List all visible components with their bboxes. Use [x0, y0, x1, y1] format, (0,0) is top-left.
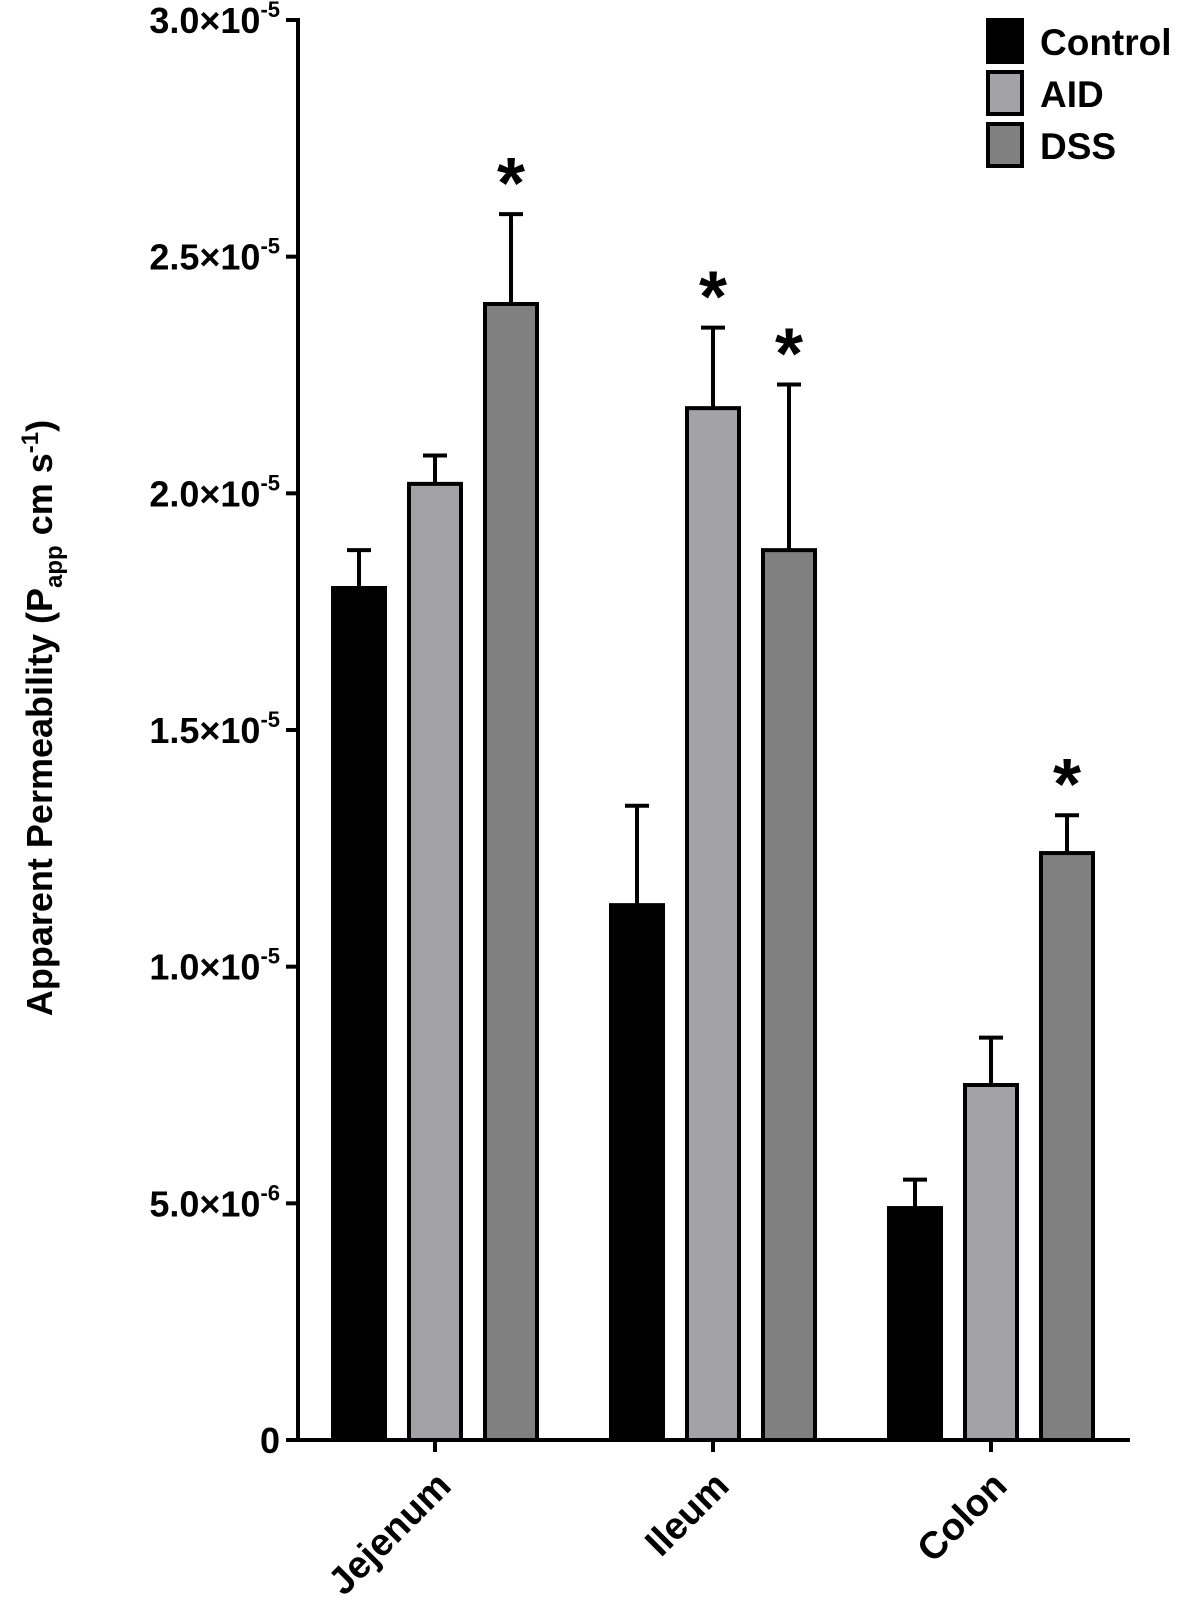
significance-marker-ileum-dss: *: [775, 314, 803, 394]
y-tick-label-base: 2.0×10: [149, 473, 260, 514]
y-tick-label: 0: [260, 1420, 280, 1461]
bars: * * * *: [331, 144, 1095, 1443]
y-axis-label: Apparent Permeability (Papp cm s-1): [17, 420, 68, 1016]
y-tick-label-base: 1.0×10: [149, 947, 260, 988]
y-tick-label: 2.5×10-5: [149, 234, 280, 278]
y-tick-label-base: 3.0×10: [149, 0, 260, 41]
y-tick-label-base: 5.0×10: [149, 1183, 260, 1224]
significance-marker-ileum-aid: *: [699, 258, 727, 338]
y-tick-label-exponent: -5: [260, 470, 280, 495]
y-tick-label: 1.0×10-5: [149, 944, 280, 988]
x-category-label-ileum: Ileum: [637, 1465, 737, 1565]
bar-ileum-dss: [761, 548, 817, 1442]
significance-marker-colon-dss: *: [1053, 745, 1081, 825]
y-tick-label: 2.0×10-5: [149, 470, 280, 514]
y-axis-ticks: 05.0×10-61.0×10-51.5×10-52.0×10-52.5×10-…: [149, 0, 298, 1461]
y-axis-title-sup: -1: [17, 432, 44, 453]
y-axis-title: Apparent Permeability (Papp cm s-1): [17, 420, 68, 1016]
y-tick-label: 5.0×10-6: [149, 1180, 280, 1224]
y-axis-title-end: ): [19, 420, 60, 432]
significance-marker-jejenum-dss: *: [497, 144, 525, 224]
legend-label-aid: AID: [1040, 74, 1104, 115]
y-axis-title-sub: app: [41, 545, 68, 588]
legend-label-dss: DSS: [1040, 126, 1116, 167]
y-tick-label-exponent: -5: [260, 707, 280, 732]
legend-swatch-control: [986, 18, 1024, 64]
y-tick-label-exponent: -5: [260, 234, 280, 259]
bar-colon-control: [887, 1206, 943, 1442]
bar-colon-dss: [1039, 851, 1095, 1442]
bar-colon-aid: [963, 1083, 1019, 1442]
y-tick-label-exponent: -5: [260, 0, 280, 22]
legend-swatch-dss: [986, 122, 1024, 168]
y-axis-title-main: Apparent Permeability (P: [19, 588, 60, 1016]
bar-jejenum-dss: [483, 302, 539, 1442]
y-tick-label-exponent: -6: [260, 1180, 280, 1205]
y-tick-label-exponent: -5: [260, 944, 280, 969]
y-tick-label-base: 1.5×10: [149, 710, 260, 751]
legend-label-control: Control: [1040, 22, 1172, 63]
y-axis-title-mid: cm s: [19, 453, 60, 545]
legend: Control AID DSS: [986, 18, 1172, 168]
bar-jejenum-control: [331, 586, 387, 1442]
bar-ileum-control: [609, 903, 665, 1442]
y-tick-label: 3.0×10-5: [149, 0, 280, 41]
bar-ileum-aid: [685, 406, 741, 1443]
x-category-label-colon: Colon: [910, 1465, 1016, 1571]
y-tick-label-base: 0: [260, 1420, 280, 1461]
y-tick-label: 1.5×10-5: [149, 707, 280, 751]
x-axis-labels: Jejenum Ileum Colon: [321, 1440, 1016, 1604]
legend-swatch-aid: [986, 70, 1024, 116]
bar-jejenum-aid: [407, 481, 463, 1443]
y-tick-label-base: 2.5×10: [149, 237, 260, 278]
x-category-label-jejenum: Jejenum: [321, 1465, 460, 1604]
